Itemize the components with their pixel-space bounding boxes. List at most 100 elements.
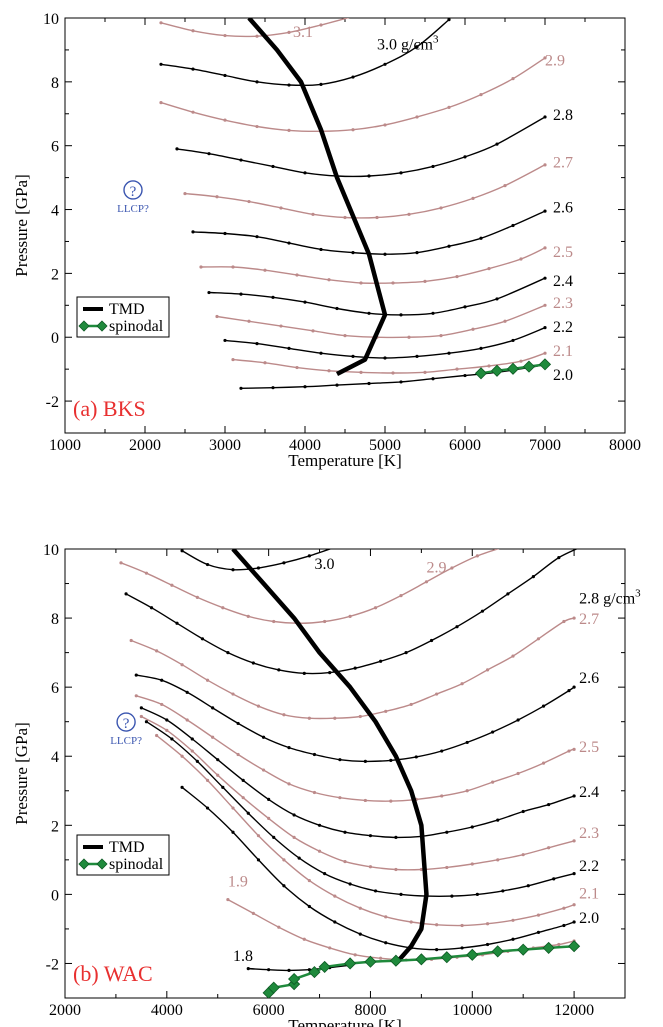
spinodal-marker	[308, 966, 321, 979]
spinodal-marker	[415, 953, 428, 966]
isochore-label-text: 3.0 g/cm	[377, 37, 434, 54]
isochore-point	[231, 568, 235, 572]
isochore-point	[165, 728, 169, 732]
isochore-point	[470, 862, 474, 866]
isochore-point	[373, 889, 378, 893]
isochore-point	[263, 268, 267, 272]
isochore-point	[231, 357, 235, 362]
isochore-point	[463, 373, 467, 378]
isochore-point	[511, 937, 515, 941]
isochore-point	[519, 359, 523, 363]
isochore-point	[282, 713, 286, 717]
isochore-point	[287, 30, 291, 34]
isochore-point	[424, 580, 429, 584]
isochore-point	[144, 571, 149, 575]
isochore-point	[263, 361, 267, 365]
isochore-point	[351, 75, 355, 79]
isochore-point	[287, 782, 291, 786]
isochore-point	[519, 257, 523, 261]
isochore-point	[495, 297, 499, 301]
isochore-point	[307, 554, 311, 558]
isochore-line	[160, 19, 450, 87]
isochore-point	[303, 385, 307, 389]
isochore-point	[543, 351, 547, 355]
isochore-point	[516, 718, 520, 722]
isochore-point	[351, 354, 355, 358]
isochore-point	[323, 872, 327, 876]
isochore-point	[124, 592, 128, 596]
isochore-point	[460, 923, 464, 928]
isochore-point	[415, 115, 419, 119]
x-tick-label: 8000	[609, 437, 641, 454]
isochore-point	[373, 606, 378, 610]
isochore-point	[384, 709, 388, 713]
isochore-line	[141, 707, 575, 839]
isochore-point	[455, 367, 459, 371]
isochore-point	[292, 835, 296, 839]
isochore-point	[367, 174, 371, 178]
isochore-point	[351, 128, 355, 132]
isochore-point	[526, 884, 530, 888]
isochore-point	[282, 858, 286, 862]
y-tick-label: 6	[51, 139, 59, 156]
isochore-point	[205, 562, 210, 567]
y-tick-label: -2	[46, 394, 59, 411]
isochore-point	[536, 913, 541, 917]
isochore-point	[531, 575, 535, 579]
isochore-point	[409, 920, 413, 924]
isochore-point	[389, 758, 393, 762]
isochore-point	[180, 663, 184, 667]
x-tick-label: 1000	[49, 437, 81, 454]
isochore-point	[572, 920, 576, 924]
isochore-point	[358, 906, 362, 910]
isochore-point	[541, 704, 546, 708]
spinodal-marker	[288, 972, 301, 986]
isochore-label-superscript: 3	[635, 587, 641, 599]
isochore-point	[343, 334, 347, 338]
isochore-point	[391, 281, 395, 285]
isochore-line	[136, 674, 575, 763]
isochore-point	[241, 778, 245, 783]
isochore-label: 2.3	[553, 295, 573, 312]
isochore-point	[501, 546, 504, 549]
isochore-point	[511, 918, 515, 922]
isochore-point	[195, 595, 199, 599]
legend-spinodal-marker	[96, 320, 108, 332]
isochore-line	[184, 164, 546, 219]
isochore-point	[391, 371, 395, 375]
isochore-point	[470, 825, 474, 829]
isochore-point	[363, 759, 367, 764]
isochore-point	[487, 364, 491, 368]
isochore-point	[480, 609, 485, 613]
spinodal-marker	[318, 960, 331, 973]
isochore-point	[149, 606, 154, 610]
isochore-label: 1.8	[233, 948, 253, 965]
isochore-point	[359, 370, 363, 374]
isochore-point	[287, 83, 291, 87]
isochore-point	[435, 923, 439, 927]
x-tick-label: 6000	[449, 437, 481, 454]
isochore-point	[226, 897, 230, 902]
isochore-point	[363, 798, 367, 803]
isochore-label: 2.9	[426, 559, 446, 576]
isochore-point	[399, 594, 403, 598]
llcp-label: LLCP?	[117, 203, 149, 215]
isochore-point	[562, 906, 566, 910]
isochore-point	[246, 811, 250, 815]
isochore-point	[485, 668, 490, 672]
isochore-point	[440, 749, 444, 753]
isochore-point	[440, 794, 444, 798]
isochore-point	[447, 105, 451, 109]
isochore-point	[383, 123, 387, 127]
isochore-point	[383, 252, 387, 256]
isochore-point	[239, 386, 243, 390]
isochore-point	[256, 858, 261, 862]
legend-spinodal-label: spinodal	[109, 856, 164, 873]
isochore-point	[190, 749, 194, 753]
isochore-point	[567, 689, 571, 693]
isochore-point	[543, 326, 547, 330]
spinodal-marker	[517, 943, 530, 956]
spinodal-marker	[267, 981, 280, 994]
spinodal-marker	[389, 954, 402, 967]
isochore-point	[195, 759, 199, 764]
